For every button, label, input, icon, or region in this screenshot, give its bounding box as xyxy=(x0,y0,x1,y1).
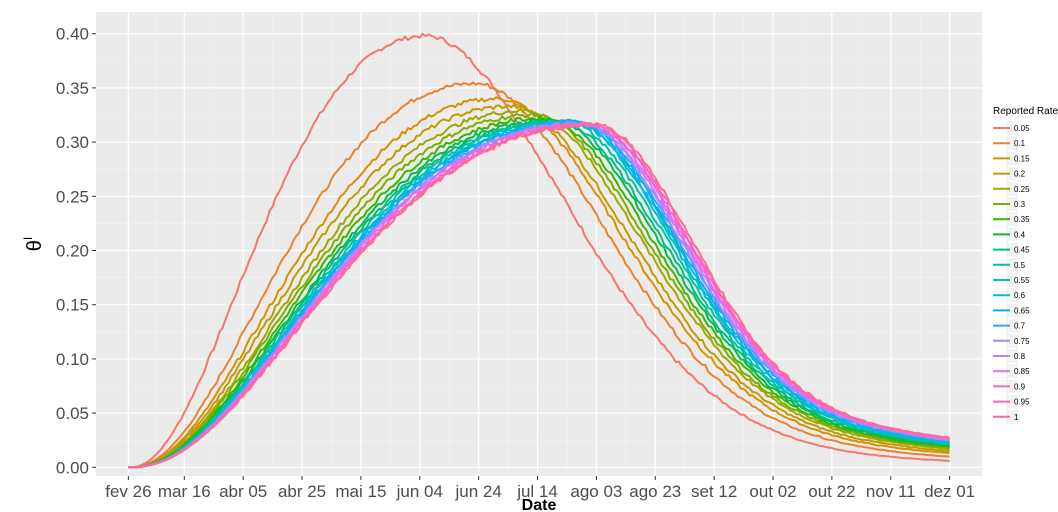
legend-key xyxy=(1006,333,1018,348)
legend-key xyxy=(1006,364,1018,379)
y-tick-label: 0.35 xyxy=(56,79,89,98)
y-tick-label: 0.05 xyxy=(56,404,89,423)
y-axis-title-superscript: I xyxy=(21,237,35,240)
legend-label: 0.2 xyxy=(1014,170,1026,179)
legend-label: 0.3 xyxy=(1014,200,1026,209)
series-line xyxy=(128,32,950,469)
x-tick-label: mai 15 xyxy=(335,482,386,501)
y-tick-label: 0.25 xyxy=(56,187,89,206)
legend-label: 0.95 xyxy=(1014,398,1030,407)
legend-label: 0.75 xyxy=(1014,337,1030,346)
legend-key xyxy=(1006,394,1018,409)
x-axis: fev 26 mar 16 abr 05 abr 25 mai 15 jun 04 jun … xyxy=(105,476,975,501)
legend-title: Reported Rate xyxy=(993,106,1058,117)
x-tick-label: abr 05 xyxy=(219,482,267,501)
y-tick-label: 0.15 xyxy=(56,296,89,315)
y-tick-label: 0.20 xyxy=(56,242,89,261)
legend-key xyxy=(1006,121,1018,135)
x-tick-label: fev 26 xyxy=(105,482,151,501)
x-tick-label: jun 04 xyxy=(396,482,443,501)
legend-key xyxy=(1006,303,1018,318)
legend-label: 0.6 xyxy=(1014,291,1026,300)
x-tick-label: dez 01 xyxy=(924,482,975,501)
x-tick-label: mar 16 xyxy=(158,482,211,501)
x-tick-label: jun 24 xyxy=(454,482,501,501)
x-tick-label: nov 11 xyxy=(866,482,916,501)
series-line xyxy=(128,122,950,469)
legend-label: 0.25 xyxy=(1014,185,1030,194)
legend-label: 0.4 xyxy=(1014,230,1026,239)
legend-label: 1 xyxy=(1014,413,1019,422)
x-tick-label: set 12 xyxy=(691,482,737,501)
legend-label: 0.65 xyxy=(1014,306,1030,315)
legend-key xyxy=(1006,227,1018,242)
legend-key xyxy=(1006,318,1018,333)
y-tick-label: 0.00 xyxy=(56,458,89,477)
legend-key xyxy=(1006,257,1018,272)
legend-label: 0.55 xyxy=(1014,276,1030,285)
legend-label: 0.7 xyxy=(1014,322,1026,331)
legend-key xyxy=(1006,151,1018,166)
legend-label: 0.15 xyxy=(1014,154,1030,163)
legend-key xyxy=(1006,242,1018,257)
legend-key xyxy=(1006,181,1018,196)
legend-key xyxy=(1006,288,1018,303)
x-tick-label: jul 14 xyxy=(516,482,558,501)
y-axis: 0.00 0.05 0.10 0.15 0.20 0.25 0.30 0.35 0.40 xyxy=(56,25,96,477)
x-tick-label: out 22 xyxy=(808,482,855,501)
series-group xyxy=(128,32,951,469)
legend-key xyxy=(1006,349,1018,363)
legend-label: 0.8 xyxy=(1014,352,1026,361)
series-line xyxy=(128,115,950,469)
x-axis-title: Date xyxy=(522,497,557,512)
legend-label: 0.35 xyxy=(1014,215,1030,224)
x-tick-label: ago 23 xyxy=(629,482,681,501)
series-line xyxy=(128,118,950,469)
legend-label: 0.05 xyxy=(1014,124,1030,133)
legend-label: 0.85 xyxy=(1014,367,1030,376)
y-tick-label: 0.30 xyxy=(56,133,89,152)
series-line xyxy=(128,121,950,469)
legend-key xyxy=(1006,409,1018,424)
legend-key xyxy=(1006,273,1018,287)
legend-label: 0.9 xyxy=(1014,382,1026,391)
y-tick-label: 0.10 xyxy=(56,350,89,369)
legend-label: 0.5 xyxy=(1014,261,1026,270)
legend-key xyxy=(1006,166,1018,181)
legend: Reported Rate 0.05 0.1 0.15 0.2 0.25 0.3 0.35 0… xyxy=(993,106,1058,424)
legend-key xyxy=(1006,379,1018,394)
legend-key xyxy=(1006,212,1018,227)
legend-label: 0.45 xyxy=(1014,246,1030,255)
legend-key xyxy=(1006,136,1018,151)
x-tick-label: ago 03 xyxy=(570,482,622,501)
y-axis-title: θI xyxy=(21,237,46,251)
legend-label: 0.1 xyxy=(1014,139,1026,148)
y-axis-title-main: θ xyxy=(24,240,46,251)
x-tick-label: abr 25 xyxy=(278,482,326,501)
x-tick-label: out 02 xyxy=(749,482,796,501)
legend-key xyxy=(1006,197,1018,211)
series-line xyxy=(128,111,950,469)
y-tick-label: 0.40 xyxy=(56,25,89,44)
